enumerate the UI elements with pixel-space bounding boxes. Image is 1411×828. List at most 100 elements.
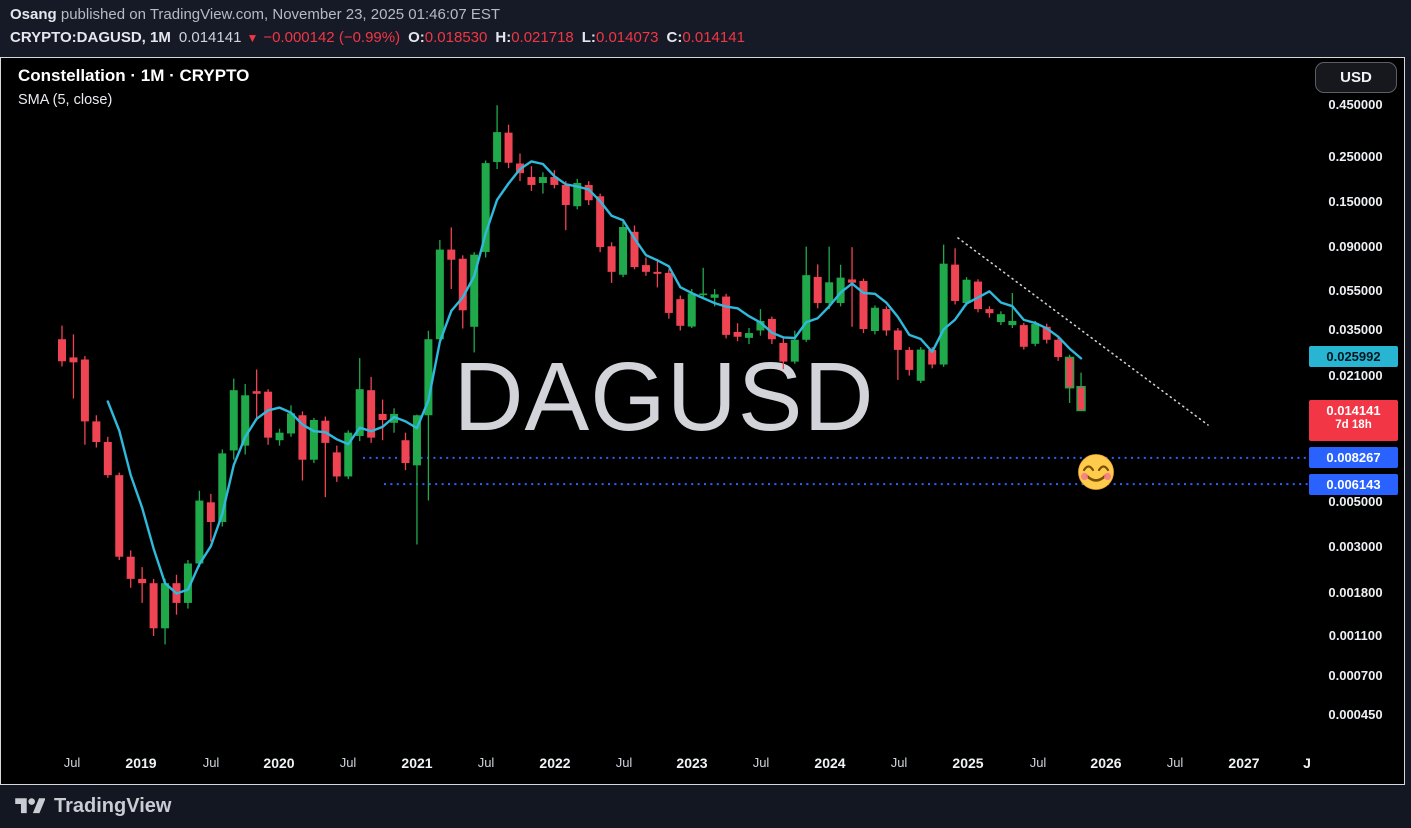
- candle-up: [745, 333, 753, 338]
- candle-down: [928, 349, 937, 365]
- down-arrow-icon: ▼: [246, 31, 259, 45]
- candle-down: [138, 578, 147, 584]
- candle-down: [332, 452, 341, 477]
- candle-down: [92, 421, 101, 442]
- candle-up: [790, 339, 799, 362]
- price-axis-label: 0.450000: [1328, 97, 1383, 112]
- emoji-smile: [1085, 474, 1107, 482]
- price-axis-label: 0.021000: [1328, 367, 1383, 383]
- candle-up: [916, 349, 925, 381]
- candle-up: [183, 563, 192, 603]
- candle-up: [939, 263, 948, 365]
- candle-up: [161, 583, 170, 629]
- candle-down: [561, 184, 570, 205]
- author-name: Osang: [10, 6, 57, 23]
- candle-down: [447, 249, 456, 260]
- emoji-left-eye: [1082, 465, 1095, 472]
- candle-down: [951, 264, 960, 301]
- candle-up: [195, 500, 204, 564]
- price-axis-label: 0.250000: [1328, 148, 1383, 164]
- candle-up: [493, 132, 502, 162]
- open-value: 0.018530: [424, 29, 488, 46]
- candle-up: [241, 395, 250, 446]
- candle-up: [573, 183, 582, 207]
- candle-up: [538, 177, 547, 184]
- low-value: 0.014073: [595, 29, 659, 46]
- candle-down: [1019, 325, 1028, 347]
- sma-value-badge: 0.025992: [1309, 346, 1398, 368]
- open-label: O:: [408, 29, 425, 46]
- high-value: 0.021718: [511, 29, 574, 46]
- candle-down: [664, 272, 673, 313]
- candle-up: [836, 277, 845, 303]
- candle-down: [848, 279, 857, 283]
- footer: TradingView: [0, 785, 1411, 828]
- candle-down: [653, 271, 662, 274]
- candle-down: [596, 196, 605, 248]
- candle-down: [630, 231, 639, 268]
- legend-symbol-title[interactable]: Constellation · 1M · CRYPTO: [18, 66, 250, 85]
- currency-toggle-button[interactable]: USD: [1315, 62, 1397, 93]
- candle-up: [309, 419, 318, 460]
- trendline[interactable]: [957, 237, 1209, 426]
- candle-up: [962, 279, 971, 303]
- candle-down: [974, 281, 982, 310]
- candle-up: [355, 389, 364, 436]
- chart-legend: Constellation · 1M · CRYPTO SMA (5, clos…: [18, 66, 249, 108]
- candle-up: [412, 415, 421, 466]
- alert-price-badge[interactable]: 0.008267: [1309, 447, 1398, 469]
- candle-down: [722, 296, 731, 335]
- candlestick-plot[interactable]: [1, 58, 1308, 784]
- candle-down: [126, 556, 135, 579]
- candle-down: [859, 281, 868, 329]
- candle-down: [378, 413, 387, 420]
- emoji-right-cheek: [1103, 472, 1112, 481]
- published-info: published on TradingView.com, November 2…: [56, 6, 501, 23]
- symbol-line: CRYPTO:DAGUSD, 1M 0.014141 ▼ −0.000142 (−0.…: [10, 29, 745, 46]
- symbol-title: CRYPTO:DAGUSD, 1M: [10, 29, 171, 46]
- price-axis-label: 0.055000: [1328, 282, 1383, 298]
- emoji-left-cheek: [1080, 472, 1089, 481]
- candle-down: [367, 390, 376, 438]
- candle-up: [424, 339, 433, 416]
- price-change: −0.000142 (−0.99%): [263, 29, 401, 46]
- candle-up: [229, 390, 238, 451]
- price-axis-label: 0.090000: [1328, 239, 1383, 255]
- candle-down: [401, 440, 410, 464]
- candle-down: [1076, 385, 1086, 412]
- alert-price-badge[interactable]: 0.006143: [1309, 473, 1398, 495]
- candle-down: [103, 441, 112, 476]
- candle-down: [298, 415, 307, 460]
- candle-down: [252, 391, 261, 394]
- tradingview-brand: TradingView: [54, 795, 172, 817]
- candle-down: [905, 349, 914, 370]
- last-price-value: 0.014141: [1326, 403, 1381, 418]
- candle-up: [1031, 323, 1040, 344]
- price-axis[interactable]: 0.450000 0.250000 0.150000 0.090000 0.055000…: [1307, 58, 1404, 784]
- chart-area[interactable]: DAGUSD Jul 2019 Jul 2020 Jul 2021 Jul 2022 Jul 20…: [0, 57, 1405, 785]
- candle-down: [584, 184, 593, 201]
- bar-countdown: 7d 18h: [1335, 419, 1372, 431]
- legend-indicator-sma[interactable]: SMA (5, close): [18, 92, 113, 108]
- candle-up: [344, 432, 353, 477]
- candle-down: [1042, 326, 1051, 340]
- high-label: H:: [495, 29, 512, 46]
- close-value: 0.014141: [682, 29, 745, 46]
- candle-up: [275, 432, 284, 441]
- candle-up: [870, 307, 879, 331]
- candle-down: [149, 583, 158, 629]
- symbol-watermark: DAGUSD: [453, 342, 875, 451]
- candle-down: [69, 357, 78, 363]
- snapshot-header: Osang published on TradingView.com, Nove…: [0, 0, 1411, 57]
- candle-down: [115, 475, 124, 557]
- smiling-face-emoji[interactable]: [1078, 454, 1114, 490]
- price-axis-label: 0.005000: [1328, 494, 1383, 510]
- emoji-face: [1078, 454, 1114, 490]
- candle-down: [893, 330, 902, 350]
- candle-down: [80, 359, 89, 422]
- candle-down: [504, 132, 513, 163]
- candle-up: [619, 227, 628, 275]
- candle-up: [687, 293, 696, 327]
- sma-line[interactable]: [106, 160, 1083, 595]
